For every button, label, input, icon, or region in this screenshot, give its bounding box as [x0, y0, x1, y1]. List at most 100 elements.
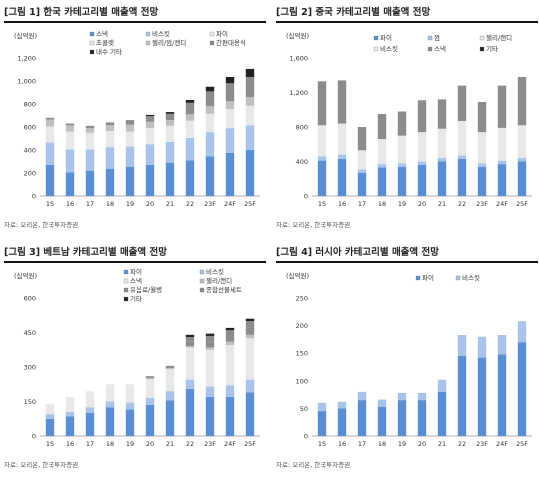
x-tick-label: 24F: [496, 200, 508, 208]
bar-segment: [225, 396, 235, 436]
bar-segment: [85, 407, 95, 413]
bar-segment: [245, 76, 255, 98]
x-tick-label: 22: [186, 200, 194, 208]
bar-segment: [45, 128, 55, 143]
bar-segment: [337, 408, 347, 436]
bar-segment: [497, 157, 507, 161]
bar-segment: [205, 335, 215, 342]
bar-segment: [457, 120, 467, 153]
title-rule: [276, 261, 538, 263]
bar-segment: [65, 133, 75, 150]
bar-segment: [417, 392, 427, 401]
x-tick-label: 15: [318, 440, 326, 448]
bar-segment: [65, 125, 75, 132]
y-tick-label: 0: [32, 193, 36, 201]
legend-label: 스낵: [96, 29, 108, 38]
bar-segment: [185, 388, 195, 436]
bar-segment: [205, 333, 215, 336]
bar-segment: [437, 99, 447, 129]
legend-swatch: [479, 46, 485, 52]
bar-segment: [185, 347, 195, 380]
x-tick-label: 21: [438, 200, 446, 208]
bar-segment: [397, 159, 407, 164]
bar-segment: [185, 379, 195, 389]
bar-segment: [165, 162, 175, 196]
chart-plot-russia: (십억원) 0 50 100 150 200 250 15 16 17 18 19 20 21 22 23F 2…: [286, 271, 532, 448]
bar-segment: [457, 152, 467, 156]
bar-segment: [185, 123, 195, 138]
x-tick-label: 16: [338, 200, 346, 208]
bar-segment: [517, 76, 527, 126]
bar-segment: [125, 384, 135, 403]
bar-segment: [245, 109, 255, 126]
chart-panel-china: [그림 2] 중국 카테고리별 매출액 전망 (십억원) 0 400 800 1,200…: [276, 4, 538, 229]
bar-segment: [145, 404, 155, 436]
chart-panel-vietnam: [그림 3] 베트남 카테고리별 매출액 전망 (십억원) 0 150 300 450 6…: [4, 244, 266, 469]
y-tick-label: 250: [296, 295, 308, 303]
bar-segment: [205, 396, 215, 436]
bar-segment: [225, 112, 235, 129]
bar-segment: [225, 101, 235, 110]
bar-segment: [357, 165, 367, 170]
bar-segment: [125, 120, 135, 125]
x-tick-label: 20: [146, 440, 154, 448]
bar-segment: [477, 163, 487, 167]
bar-segment: [45, 142, 55, 165]
bar-segment: [517, 161, 527, 196]
bar-segment: [145, 377, 155, 379]
y-tick-label: 600: [24, 124, 36, 132]
bar-segment: [205, 91, 215, 107]
bar-segment: [245, 125, 255, 150]
y-axis-unit-label: (십억원): [286, 31, 309, 40]
legend-label: 비스킷: [206, 267, 224, 276]
chart-plot-china: (십억원) 0 400 800 1,200 1,600 15 16 17 18 19 20 21 22 23…: [286, 31, 532, 208]
y-tick-label: 0: [32, 433, 36, 441]
bar-segment: [185, 102, 195, 115]
x-tick-label: 25F: [516, 440, 528, 448]
bar-segment: [457, 158, 467, 196]
bar-segment: [317, 125, 327, 153]
bar-segment: [45, 414, 55, 419]
bar-segment: [225, 76, 235, 84]
bar-segment: [417, 158, 427, 162]
bar-segment: [397, 400, 407, 436]
y-tick-label: 100: [296, 377, 308, 385]
x-tick-label: 16: [338, 440, 346, 448]
y-tick-label: 200: [296, 322, 308, 330]
y-tick-label: 400: [296, 158, 308, 166]
chart-plot-vietnam: (십억원) 0 150 300 450 600 15 16 17 18 19 20 21 22 23F 24F…: [14, 267, 260, 448]
bar-segment: [245, 334, 255, 339]
legend-label: 파이: [380, 33, 392, 42]
y-tick-label: 200: [24, 170, 36, 178]
legend-label: 초콜렛: [96, 38, 114, 47]
bar-segment: [457, 355, 467, 436]
bar-segment: [225, 330, 235, 336]
bar-segment: [357, 391, 367, 401]
bar-segment: [65, 396, 75, 412]
x-tick-label: 18: [106, 200, 114, 208]
bar-segment: [417, 164, 427, 196]
source-note: 자료: 오리온, 한국투자증권: [276, 461, 351, 469]
bar-segment: [225, 345, 235, 386]
bar-segment: [225, 385, 235, 397]
x-tick-label: 19: [398, 440, 406, 448]
bar-segment: [437, 158, 447, 162]
x-tick-label: 17: [86, 440, 94, 448]
bar-segment: [357, 169, 367, 173]
bar-segment: [165, 112, 175, 114]
x-tick-label: 23F: [204, 440, 216, 448]
bar-segment: [397, 166, 407, 196]
bar-segment: [437, 161, 447, 196]
x-tick-label: 15: [318, 200, 326, 208]
source-note: 자료: 오리온, 한국투자증권: [4, 461, 79, 469]
x-tick-label: 20: [418, 440, 426, 448]
bar-segment: [245, 150, 255, 196]
legend-swatch: [199, 269, 205, 275]
bar-segment: [457, 155, 467, 159]
bar-segment: [125, 133, 135, 147]
bar-segment: [85, 413, 95, 436]
bar-segment: [517, 158, 527, 162]
bar-segment: [245, 321, 255, 328]
bar-segment: [245, 338, 255, 380]
x-tick-label: 20: [418, 200, 426, 208]
